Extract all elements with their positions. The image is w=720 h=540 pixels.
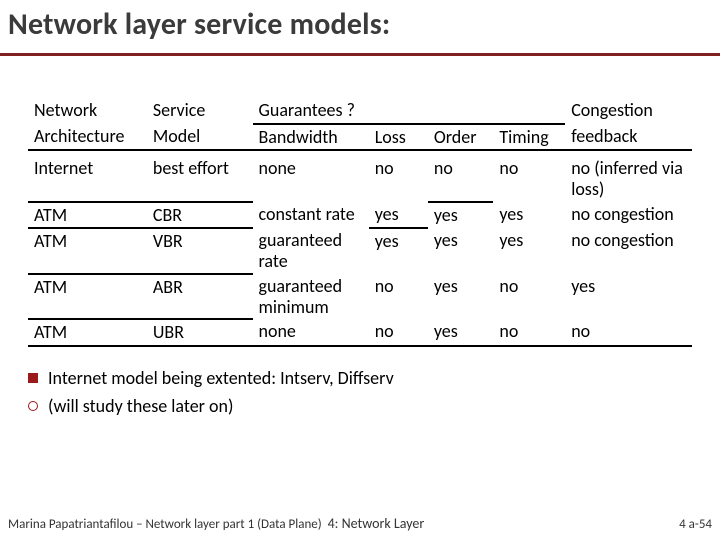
footer-page-number: 4 a-54: [679, 517, 712, 532]
cell-svc: VBR: [147, 228, 253, 273]
table-header-row-2: Architecture Model Bandwidth Loss Order …: [28, 124, 692, 151]
cell-order: yes: [428, 228, 494, 273]
cell-arch: Internet: [28, 156, 147, 201]
cell-arch: ATM: [28, 319, 147, 346]
hdr-arch-l1: Network: [28, 98, 147, 124]
bullet-row: (will study these later on): [28, 395, 692, 417]
hdr-svc-l2: Model: [147, 124, 253, 151]
service-models-table: Network Service Guarantees ? Congestion …: [28, 98, 692, 347]
footer: Marina Papatriantafilou – Network layer …: [8, 515, 712, 532]
cell-timing: no: [493, 319, 565, 346]
bullets: Internet model being extented: Intserv, …: [28, 367, 692, 417]
cell-loss: yes: [369, 202, 428, 229]
hdr-arch-l2: Architecture: [28, 124, 147, 151]
hdr-timing: Timing: [493, 124, 565, 151]
cell-arch: ATM: [28, 274, 147, 319]
slide: Network layer service models: Network Se…: [0, 0, 720, 540]
cell-cong: no congestion: [565, 202, 692, 229]
hdr-cong-l2: feedback: [565, 124, 692, 151]
table-row: Internet best effort none no no no no (i…: [28, 156, 692, 201]
cell-timing: no: [493, 156, 565, 201]
title-wrap: Network layer service models:: [0, 0, 720, 56]
table-header-row-1: Network Service Guarantees ? Congestion: [28, 98, 692, 124]
page-title: Network layer service models:: [8, 6, 712, 43]
footer-author: Marina Papatriantafilou – Network layer …: [8, 517, 322, 532]
table-row: ATM ABR guaranteed minimum no yes no yes: [28, 274, 692, 319]
hdr-cong-l1: Congestion: [565, 98, 692, 124]
hdr-svc-l1: Service: [147, 98, 253, 124]
cell-order: yes: [428, 319, 494, 346]
table-row: ATM CBR constant rate yes yes yes no con…: [28, 202, 692, 229]
cell-order: yes: [428, 274, 494, 319]
bullet-text: Internet model being extented: Intserv, …: [48, 367, 394, 389]
footer-mid: 4: Network Layer: [328, 515, 425, 532]
cell-cong: no congestion: [565, 228, 692, 273]
cell-loss: no: [369, 319, 428, 346]
cell-order: yes: [428, 202, 494, 229]
square-bullet-icon: [28, 373, 38, 383]
hdr-order: Order: [428, 124, 494, 151]
cell-bw: guaranteed rate: [253, 228, 369, 273]
cell-loss: yes: [369, 228, 428, 273]
bullet-row: Internet model being extented: Intserv, …: [28, 367, 692, 389]
content-area: Network Service Guarantees ? Congestion …: [0, 56, 720, 417]
cell-order: no: [428, 156, 494, 201]
table-row: ATM VBR guaranteed rate yes yes yes no c…: [28, 228, 692, 273]
cell-svc: ABR: [147, 274, 253, 319]
cell-cong: yes: [565, 274, 692, 319]
cell-svc: UBR: [147, 319, 253, 346]
footer-left: Marina Papatriantafilou – Network layer …: [8, 515, 424, 532]
cell-cong: no: [565, 319, 692, 346]
circle-bullet-icon: [28, 401, 38, 411]
cell-bw: constant rate: [253, 202, 369, 229]
cell-timing: no: [493, 274, 565, 319]
cell-timing: yes: [493, 202, 565, 229]
cell-timing: yes: [493, 228, 565, 273]
cell-bw: none: [253, 156, 369, 201]
cell-loss: no: [369, 156, 428, 201]
hdr-bw: Bandwidth: [253, 124, 369, 151]
cell-svc: CBR: [147, 202, 253, 229]
hdr-guarantees: Guarantees ?: [253, 98, 566, 124]
cell-cong: no (inferred via loss): [565, 156, 692, 201]
cell-bw: none: [253, 319, 369, 346]
cell-loss: no: [369, 274, 428, 319]
cell-svc: best effort: [147, 156, 253, 201]
bullet-text: (will study these later on): [48, 395, 233, 417]
cell-arch: ATM: [28, 228, 147, 273]
hdr-loss: Loss: [369, 124, 428, 151]
cell-bw: guaranteed minimum: [253, 274, 369, 319]
cell-arch: ATM: [28, 202, 147, 229]
table-row: ATM UBR none no yes no no: [28, 319, 692, 346]
